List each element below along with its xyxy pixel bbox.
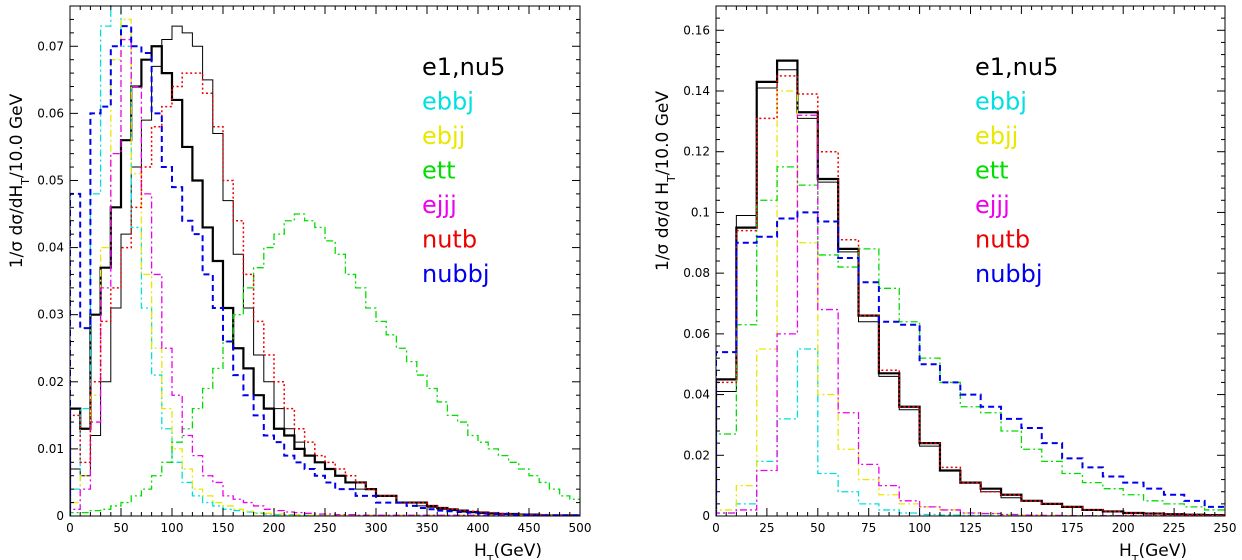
x-tick-label: 100: [908, 521, 931, 535]
series-e1-nu5-thick-: [70, 45, 580, 516]
legend-entry: nutb: [422, 226, 477, 254]
y-tick-label: 0.1: [691, 205, 710, 219]
legend-entry: e1,nu5: [975, 53, 1058, 81]
x-tick-label: 500: [569, 521, 592, 535]
x-tick-label: 25: [759, 521, 774, 535]
y-tick-label: 0.12: [683, 145, 710, 159]
series-e1-nu5-thick-: [716, 59, 1225, 516]
x-axis-label: HT(GeV): [474, 541, 542, 560]
legend-entry: ejjj: [422, 191, 457, 219]
y-tick-label: 0.03: [37, 308, 64, 322]
legend-entry: ebjj: [422, 122, 465, 150]
y-tick-label: 0.04: [683, 388, 710, 402]
chart-panel-1: 0 50 100 150 200 250 300 350 400 450 500 0 0.01 0.02 0…: [7, 5, 592, 560]
series-e1-nu5-thin-: [716, 69, 1225, 516]
x-tick-label: 150: [1010, 521, 1033, 535]
x-tick-label: 175: [1061, 521, 1084, 535]
y-tick-label: 0.16: [683, 23, 710, 37]
plot-frame: [69, 5, 581, 517]
y-tick-label: 0.08: [683, 266, 710, 280]
x-tick-label: 100: [161, 521, 184, 535]
x-tick-label: 225: [1163, 521, 1186, 535]
series-nutb: [70, 72, 580, 516]
series-nubbj: [70, 25, 580, 516]
legend-entry: ebbj: [975, 88, 1027, 116]
series-ett: [70, 213, 580, 516]
chart-panel-2: 0 25 50 75 100 125 150 175 200 225 250 0 0.02 0.04 0.0…: [653, 5, 1237, 560]
legend-entry: ebbj: [422, 88, 474, 116]
y-tick-label: 0.06: [37, 106, 64, 120]
series-nubbj: [716, 211, 1225, 516]
y-axis-label: 1/σ dσ/dHT/10.0 GeV: [7, 93, 32, 268]
x-tick-label: 150: [212, 521, 235, 535]
legend-entry: nutb: [975, 226, 1030, 254]
x-axis-label: HT(GeV): [1119, 541, 1187, 560]
legend-entry: nubbj: [422, 260, 490, 288]
x-tick-label: 450: [518, 521, 541, 535]
plot-frame: [715, 5, 1226, 517]
x-tick-label: 300: [365, 521, 388, 535]
x-tick-label: 50: [113, 521, 128, 535]
legend: e1,nu5 ebbj ebjj ett ejjj nutb nubbj: [422, 53, 505, 288]
y-axis-label: 1/σ dσ/d HT/10.0 GeV: [653, 91, 678, 271]
x-tick-label: 200: [263, 521, 286, 535]
legend-entry: ejjj: [975, 191, 1010, 219]
x-tick-label: 125: [959, 521, 982, 535]
legend-entry: ett: [422, 157, 456, 185]
x-tick-label: 0: [712, 521, 720, 535]
y-tick-label: 0.04: [37, 241, 64, 255]
series-e1-nu5-thin-: [70, 25, 580, 516]
x-tick-label: 200: [1112, 521, 1135, 535]
legend-entry: e1,nu5: [422, 53, 505, 81]
x-tick-label: 0: [66, 521, 74, 535]
series-ebjj: [70, 18, 580, 516]
legend-entry: ebjj: [975, 122, 1018, 150]
series-group: [716, 59, 1225, 516]
y-tick-label: 0.02: [37, 375, 64, 389]
series-ejjj: [716, 114, 1225, 516]
y-tick-label: 0.01: [37, 442, 64, 456]
y-tick-label: 0: [56, 509, 64, 523]
series-ejjj: [70, 38, 580, 516]
y-tick-label: 0.05: [37, 173, 64, 187]
legend: e1,nu5 ebbj ebjj ett ejjj nutb nubbj: [975, 53, 1058, 288]
series-ebjj: [716, 90, 1225, 516]
y-tick-label: 0.06: [683, 327, 710, 341]
series-ebbj: [716, 348, 1225, 516]
x-tick-label: 250: [1214, 521, 1237, 535]
y-tick-label: 0: [702, 509, 710, 523]
series-nutb: [716, 75, 1225, 516]
legend-entry: nubbj: [975, 260, 1043, 288]
legend-entry: ett: [975, 157, 1009, 185]
x-tick-label: 400: [467, 521, 490, 535]
x-tick-label: 50: [810, 521, 825, 535]
y-tick-label: 0.14: [683, 84, 710, 98]
y-tick-label: 0.07: [37, 39, 64, 53]
x-tick-label: 250: [314, 521, 337, 535]
x-tick-label: 75: [861, 521, 876, 535]
x-tick-label: 350: [416, 521, 439, 535]
y-tick-label: 0.02: [683, 448, 710, 462]
